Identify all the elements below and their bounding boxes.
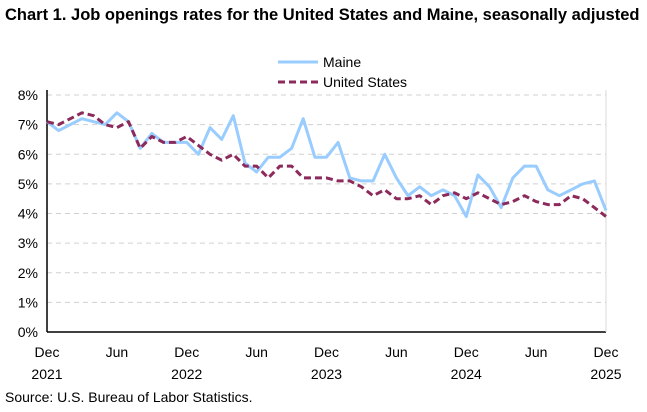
series-line-maine [46, 111, 608, 218]
x-tick-label: Dec [314, 344, 339, 360]
y-tick-label: 1% [18, 294, 38, 310]
y-tick-label: 4% [18, 206, 38, 222]
y-tick-label: 8% [18, 87, 38, 103]
x-tick-year-label: 2021 [31, 366, 62, 382]
y-tick-label: 6% [18, 146, 38, 162]
y-tick-label: 5% [18, 176, 38, 192]
x-tick-label: Dec [35, 344, 60, 360]
x-tick-year-label: 2023 [311, 366, 342, 382]
x-tick-label: Dec [454, 344, 479, 360]
series-line-united-states [46, 111, 607, 218]
y-tick-label: 7% [18, 117, 38, 133]
x-tick-year-label: 2024 [451, 366, 482, 382]
x-tick-label: Jun [106, 344, 129, 360]
y-tick-label: 3% [18, 235, 38, 251]
x-tick-label: Jun [525, 344, 548, 360]
chart-title: Chart 1. Job openings rates for the Unit… [5, 6, 640, 24]
x-tick-label: Dec [174, 344, 199, 360]
x-tick-label: Jun [245, 344, 268, 360]
legend-label: Maine [323, 54, 361, 70]
y-tick-label: 2% [18, 265, 38, 281]
x-tick-year-label: 2025 [590, 366, 621, 382]
legend-label: United States [323, 74, 407, 90]
y-tick-label: 0% [18, 324, 38, 340]
x-tick-label: Jun [385, 344, 408, 360]
source-note: Source: U.S. Bureau of Labor Statistics. [5, 389, 253, 405]
x-tick-label: Dec [594, 344, 619, 360]
x-tick-year-label: 2022 [171, 366, 202, 382]
